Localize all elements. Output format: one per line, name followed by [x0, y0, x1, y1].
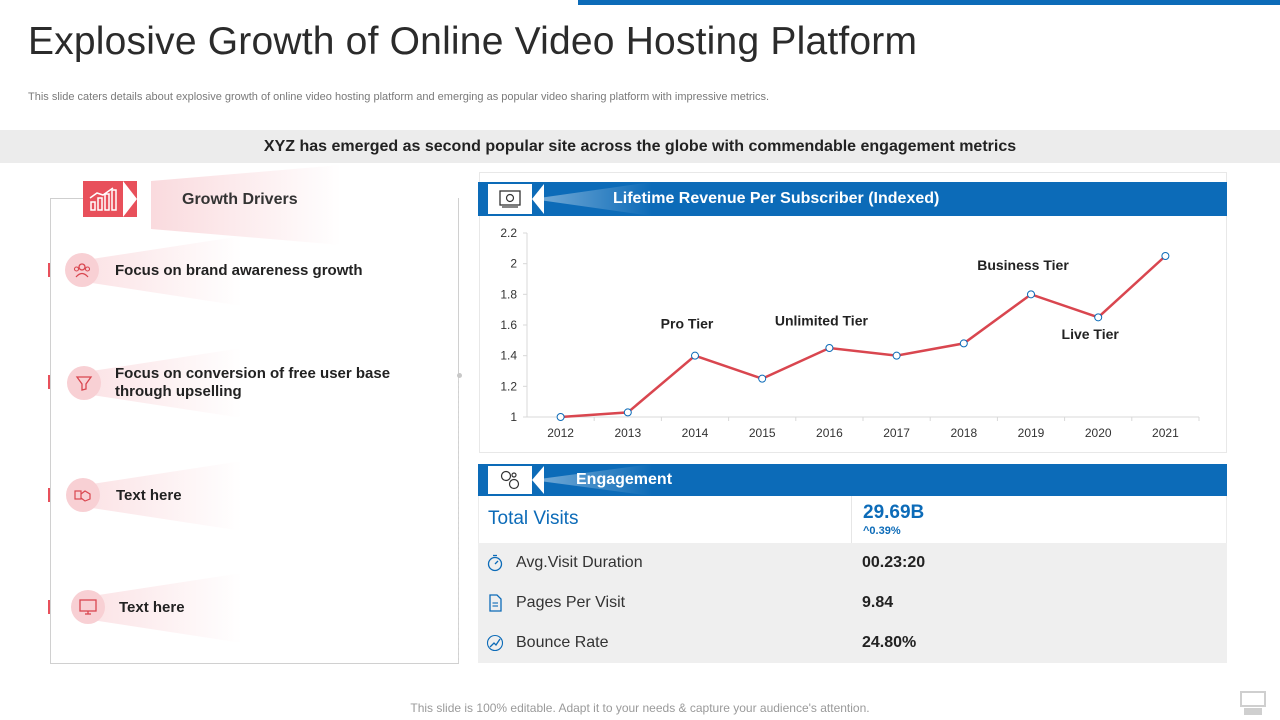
- revenue-header-bar: Lifetime Revenue Per Subscriber (Indexed…: [478, 182, 1227, 216]
- money-icon: [488, 184, 532, 214]
- top-accent-bar: [578, 0, 1280, 5]
- revenue-line-chart: 1 1.2 1.4 1.6 1.8 2 2.2 2012 2013 2014 2015 2016 201…: [500, 226, 1200, 440]
- x-tick-label: 2014: [682, 426, 709, 440]
- x-tick-label: 2019: [1018, 426, 1045, 440]
- row-label: Avg.Visit Duration: [516, 554, 643, 571]
- y-tick-label: 2: [510, 257, 517, 271]
- engagement-header-bar: Engagement: [478, 464, 1227, 496]
- y-tick-label: 1.6: [500, 318, 517, 332]
- row-value: 00.23:20: [862, 554, 926, 571]
- driver-label: Text here: [119, 599, 185, 616]
- highlight-banner: XYZ has emerged as second popular site a…: [0, 130, 1280, 163]
- data-point: [1094, 313, 1103, 322]
- row-label: Pages Per Visit: [516, 594, 626, 611]
- growth-drivers-panel: [50, 198, 462, 664]
- bounce-icon: [486, 634, 504, 652]
- annotation-label: Unlimited Tier: [775, 312, 869, 328]
- banner-text: XYZ has emerged as second popular site a…: [263, 138, 1017, 155]
- handshake-icon: [66, 478, 100, 512]
- total-visits-label: Total Visits: [488, 508, 579, 529]
- row-label: Bounce Rate: [516, 634, 609, 651]
- engagement-table: Total Visits 29.69B ^0.39% Avg.Visit Dur…: [478, 496, 1227, 663]
- table-row: Bounce Rate 24.80%: [478, 623, 1227, 663]
- page-icon: [489, 594, 502, 612]
- data-point: [1027, 290, 1035, 299]
- driver-label: Focus on conversion of free user base th…: [115, 365, 391, 400]
- engagement-icon: [488, 466, 532, 494]
- y-tick-label: 1.4: [500, 349, 517, 363]
- y-tick-label: 1.8: [500, 287, 517, 301]
- presentation-icon: [1240, 691, 1266, 715]
- data-point: [691, 351, 699, 360]
- y-tick-label: 2.2: [500, 226, 517, 240]
- annotation-label: Business Tier: [977, 257, 1069, 273]
- y-tick-label: 1: [510, 410, 517, 424]
- data-point: [959, 339, 968, 348]
- annotation-label: Pro Tier: [661, 315, 714, 331]
- total-visits-change: ^0.39%: [863, 525, 901, 537]
- revenue-header-suffix: (Indexed): [868, 190, 940, 207]
- x-tick-label: 2016: [816, 426, 843, 440]
- footer-note: This slide is 100% editable. Adapt it to…: [410, 701, 870, 715]
- total-visits-value: 29.69B: [863, 502, 925, 523]
- total-visits-row: Total Visits 29.69B ^0.39%: [478, 496, 1227, 543]
- data-point: [1161, 252, 1170, 260]
- people-icon: [65, 253, 99, 287]
- x-tick-label: 2015: [749, 426, 776, 440]
- annotation-label: Live Tier: [1062, 326, 1120, 342]
- y-tick-label: 1.2: [500, 379, 517, 393]
- row-value: 9.84: [862, 594, 894, 611]
- stopwatch-icon: [487, 554, 503, 572]
- funnel-icon: [67, 366, 101, 400]
- data-point: [892, 351, 901, 360]
- x-tick-label: 2012: [547, 426, 574, 440]
- x-tick-label: 2020: [1085, 426, 1112, 440]
- data-point: [623, 408, 632, 417]
- revenue-chart-card: [479, 172, 1227, 453]
- series-line: [560, 255, 1167, 419]
- page-subtitle: This slide caters details about explosiv…: [28, 91, 770, 103]
- revenue-header: Lifetime Revenue Per Subscriber (Indexed…: [613, 182, 939, 216]
- x-tick-label: 2018: [950, 426, 977, 440]
- x-tick-label: 2013: [614, 426, 641, 440]
- driver-label: Focus on brand awareness growth: [115, 262, 363, 279]
- growth-chart-icon: [83, 181, 123, 217]
- x-tick-label: 2017: [883, 426, 910, 440]
- row-value: 24.80%: [862, 634, 917, 651]
- driver-label: Text here: [116, 487, 182, 504]
- data-point: [825, 344, 834, 352]
- monitor-icon: [71, 590, 105, 624]
- engagement-header: Engagement: [576, 471, 673, 488]
- growth-drivers-header: Growth Drivers: [182, 191, 298, 208]
- x-tick-label: 2021: [1152, 426, 1179, 440]
- table-row: Pages Per Visit 9.84: [478, 583, 1227, 623]
- data-point: [556, 413, 565, 421]
- page-title: Explosive Growth of Online Video Hosting…: [28, 20, 918, 63]
- table-row: Avg.Visit Duration 00.23:20: [478, 543, 1227, 583]
- data-point: [758, 374, 767, 383]
- revenue-header-title: Lifetime Revenue Per Subscriber: [613, 190, 864, 207]
